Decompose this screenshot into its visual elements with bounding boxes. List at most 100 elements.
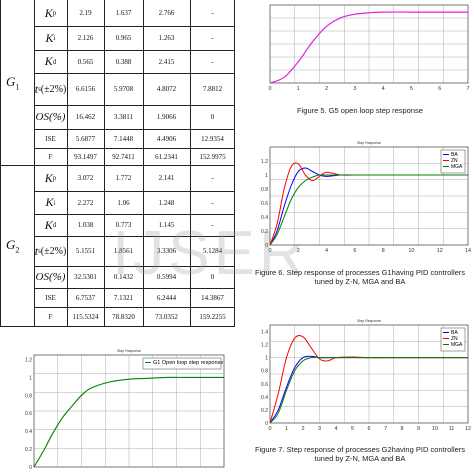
legend-box bbox=[440, 327, 466, 352]
table-vline bbox=[67, 0, 68, 327]
legend-label: G1 Open loop step response bbox=[153, 360, 223, 366]
value-cell: 5.1284 bbox=[202, 247, 223, 255]
param-cell: OS(%) bbox=[34, 105, 67, 129]
value-cell: 2.19 bbox=[79, 9, 92, 17]
param-subscript: s bbox=[38, 85, 41, 93]
value-cell: - bbox=[211, 174, 214, 182]
value-cell: 7.1321 bbox=[113, 293, 134, 302]
y-tick-label: 1 bbox=[265, 173, 268, 179]
param-name: OS(%) bbox=[35, 111, 66, 123]
y-tick-label: 0.2 bbox=[261, 229, 268, 235]
table-vline bbox=[104, 0, 105, 327]
param-subscript: p bbox=[52, 174, 57, 182]
x-tick-label: 10 bbox=[432, 426, 438, 432]
param-subscript: s bbox=[38, 247, 41, 255]
param-cell: F bbox=[34, 148, 67, 165]
legend-label: BA bbox=[451, 152, 458, 158]
y-tick-label: 0.6 bbox=[261, 201, 268, 207]
x-tick-label: 11 bbox=[449, 426, 455, 432]
value-cell: 78.8320 bbox=[112, 313, 135, 321]
x-tick-label: 5 bbox=[351, 426, 354, 432]
table-hline bbox=[34, 105, 235, 106]
x-tick-label: 6 bbox=[367, 426, 370, 432]
value-cell: - bbox=[211, 198, 214, 207]
x-tick-label: 0 bbox=[268, 86, 271, 92]
value-cell: 12.9354 bbox=[201, 134, 224, 143]
y-tick-label: 1 bbox=[29, 375, 32, 381]
param-suffix: (±2%) bbox=[40, 83, 67, 95]
param-cell: F bbox=[34, 307, 67, 327]
series-line-response bbox=[269, 11, 468, 84]
value-cell: 3.3306 bbox=[156, 247, 177, 255]
y-tick-label: 0.6 bbox=[25, 411, 32, 417]
value-cell: 0.965 bbox=[115, 34, 132, 42]
legend-label: ZN bbox=[451, 336, 458, 342]
value-cell: 0.773 bbox=[115, 221, 132, 229]
caption-fig5: Figure 5. G5 open loop step response bbox=[297, 106, 423, 115]
x-tick-label: 1 bbox=[285, 426, 288, 432]
value-cell: 6.6156 bbox=[75, 85, 96, 93]
param-name: t bbox=[34, 81, 39, 96]
value-cell: 61.2341 bbox=[155, 152, 178, 161]
value-cell: 2.272 bbox=[77, 198, 94, 207]
x-tick-label: 2 bbox=[297, 248, 300, 254]
param-name: ISE bbox=[45, 134, 56, 143]
table-vline bbox=[0, 0, 1, 327]
param-name: K bbox=[44, 217, 53, 232]
y-tick-label: 0.8 bbox=[25, 393, 32, 399]
param-name: K bbox=[44, 170, 53, 185]
value-cell: 2.126 bbox=[77, 34, 94, 42]
y-tick-label: 0 bbox=[265, 243, 268, 249]
table-hline bbox=[34, 73, 235, 74]
param-subscript: d bbox=[52, 221, 57, 229]
table-hline bbox=[34, 191, 235, 192]
legend-box bbox=[440, 149, 466, 174]
x-tick-label: 6 bbox=[353, 248, 356, 254]
value-cell: 5.6877 bbox=[75, 134, 96, 143]
table-hline bbox=[34, 50, 235, 51]
value-cell: 1.637 bbox=[115, 9, 132, 17]
y-tick-label: 0 bbox=[265, 421, 268, 427]
chart-title: Step Response bbox=[357, 319, 381, 323]
value-cell: 16.462 bbox=[75, 113, 96, 121]
value-cell: 5.1551 bbox=[75, 247, 96, 255]
table-vline bbox=[190, 0, 191, 327]
value-cell: 32.5301 bbox=[74, 273, 97, 281]
group-label: G2 bbox=[6, 237, 19, 255]
x-tick-label: 4 bbox=[382, 86, 385, 92]
y-tick-label: 0.4 bbox=[261, 215, 268, 221]
value-cell: 0 bbox=[210, 273, 215, 281]
x-tick-label: 0 bbox=[268, 248, 271, 254]
value-cell: 1.8561 bbox=[113, 247, 134, 255]
param-name: K bbox=[44, 54, 53, 68]
table-vline bbox=[34, 0, 35, 327]
table-hline bbox=[34, 26, 235, 27]
value-cell: - bbox=[211, 221, 214, 229]
value-cell: 0.565 bbox=[77, 57, 94, 66]
table-hline bbox=[34, 214, 235, 215]
value-cell: 5.9708 bbox=[113, 85, 134, 93]
x-tick-label: 5 bbox=[410, 86, 413, 92]
legend-label: MGA bbox=[451, 342, 463, 348]
x-tick-label: 2 bbox=[325, 86, 328, 92]
table-hline bbox=[34, 307, 235, 308]
group-label: G1 bbox=[6, 74, 19, 92]
value-cell: 115.5324 bbox=[72, 313, 99, 321]
param-cell: OS(%) bbox=[34, 266, 67, 288]
legend-label: MGA bbox=[451, 164, 463, 170]
chart-g1-open-loop: Step Response 0 0.2 0.4 0.6 0.8 1 1.2 G1 Open lo… bbox=[16, 345, 228, 474]
param-subscript: d bbox=[52, 57, 57, 66]
table-hline bbox=[34, 129, 235, 130]
x-tick-label: 8 bbox=[400, 426, 403, 432]
table-hline bbox=[34, 236, 235, 237]
table-hline bbox=[34, 148, 235, 149]
param-suffix: (±2%) bbox=[40, 245, 67, 257]
value-cell: 2.766 bbox=[158, 9, 175, 17]
param-cell: ISE bbox=[34, 288, 67, 307]
value-cell: 92.7411 bbox=[112, 152, 135, 161]
table-hline bbox=[0, 326, 235, 327]
